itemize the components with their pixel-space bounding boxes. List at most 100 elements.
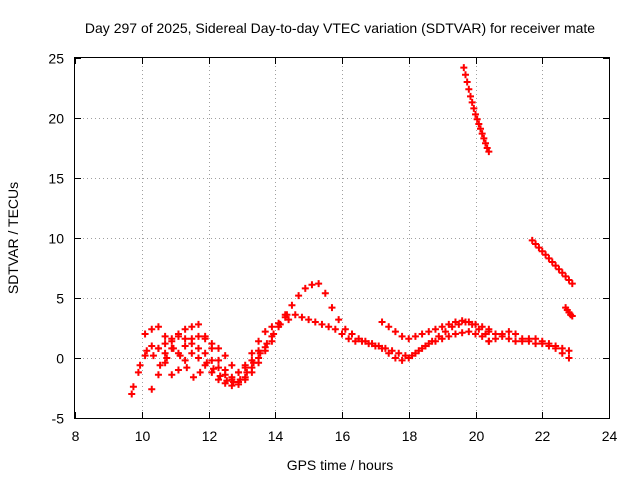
data-point bbox=[248, 349, 256, 357]
data-point bbox=[148, 385, 156, 393]
data-point bbox=[558, 269, 566, 277]
data-point bbox=[129, 383, 137, 391]
chart-title: Day 297 of 2025, Sidereal Day-to-day VTE… bbox=[85, 20, 595, 36]
data-point bbox=[216, 372, 224, 380]
data-point bbox=[411, 332, 419, 340]
data-point bbox=[248, 356, 256, 364]
x-tick-label: 18 bbox=[402, 428, 418, 444]
data-point bbox=[215, 376, 223, 384]
data-point bbox=[535, 244, 543, 252]
data-point bbox=[311, 318, 319, 326]
data-point bbox=[156, 361, 164, 369]
grid-lines bbox=[75, 58, 609, 418]
data-point bbox=[505, 335, 513, 343]
data-point bbox=[181, 325, 189, 333]
data-point bbox=[318, 320, 326, 328]
data-point bbox=[385, 349, 393, 357]
data-point bbox=[505, 328, 513, 336]
data-point bbox=[221, 371, 229, 379]
data-point bbox=[545, 254, 553, 262]
y-tick-label: 5 bbox=[56, 291, 64, 307]
data-point bbox=[268, 337, 276, 345]
data-point bbox=[223, 377, 231, 385]
data-point bbox=[568, 280, 576, 288]
data-point bbox=[194, 332, 202, 340]
data-point bbox=[248, 368, 256, 376]
data-point bbox=[431, 337, 439, 345]
data-point bbox=[275, 319, 283, 327]
data-point bbox=[331, 325, 339, 333]
data-point bbox=[228, 376, 236, 384]
data-point bbox=[174, 366, 182, 374]
data-point bbox=[480, 134, 488, 142]
data-point bbox=[466, 92, 474, 100]
data-point bbox=[512, 330, 520, 338]
data-point bbox=[528, 236, 536, 244]
data-point bbox=[483, 144, 491, 152]
data-point bbox=[188, 340, 196, 348]
data-point bbox=[478, 323, 486, 331]
data-point bbox=[261, 328, 269, 336]
data-point bbox=[208, 368, 216, 376]
data-point bbox=[154, 323, 162, 331]
data-point bbox=[565, 276, 573, 284]
data-point bbox=[168, 344, 176, 352]
data-point bbox=[281, 311, 289, 319]
data-point bbox=[555, 265, 563, 273]
data-point bbox=[143, 347, 151, 355]
data-point bbox=[463, 78, 471, 86]
data-point bbox=[168, 335, 176, 343]
data-point bbox=[498, 330, 506, 338]
data-point bbox=[208, 356, 216, 364]
x-axis-title: GPS time / hours bbox=[287, 457, 394, 473]
data-point bbox=[538, 247, 546, 255]
data-point bbox=[161, 340, 169, 348]
data-point bbox=[241, 376, 249, 384]
data-point bbox=[558, 349, 566, 357]
data-point bbox=[425, 340, 433, 348]
data-point bbox=[562, 272, 570, 280]
data-point bbox=[458, 317, 466, 325]
data-point bbox=[141, 330, 149, 338]
data-point bbox=[470, 104, 478, 112]
data-point bbox=[545, 342, 553, 350]
data-point bbox=[461, 71, 469, 79]
data-point bbox=[255, 337, 263, 345]
data-point bbox=[371, 342, 379, 350]
data-point bbox=[391, 328, 399, 336]
data-point bbox=[203, 359, 211, 367]
data-point bbox=[398, 356, 406, 364]
series-track-k bbox=[460, 64, 493, 156]
data-point bbox=[201, 349, 209, 357]
data-point bbox=[194, 320, 202, 328]
data-point bbox=[228, 361, 236, 369]
data-point bbox=[365, 340, 373, 348]
data-point bbox=[405, 354, 413, 362]
data-point bbox=[285, 316, 293, 324]
data-point bbox=[418, 330, 426, 338]
data-point bbox=[532, 340, 540, 348]
x-tick-label: 12 bbox=[202, 428, 218, 444]
data-point bbox=[341, 325, 349, 333]
data-point bbox=[291, 311, 299, 319]
data-point bbox=[261, 347, 269, 355]
data-point bbox=[268, 323, 276, 331]
y-tick-label: 0 bbox=[56, 351, 64, 367]
data-point bbox=[405, 335, 413, 343]
data-point bbox=[181, 342, 189, 350]
data-point bbox=[210, 365, 218, 373]
x-tick-label: 14 bbox=[268, 428, 284, 444]
data-point bbox=[473, 115, 481, 123]
data-point bbox=[215, 364, 223, 372]
data-point bbox=[385, 323, 393, 331]
series-track-c bbox=[148, 319, 283, 393]
y-tick-label: 25 bbox=[48, 51, 64, 67]
data-point bbox=[468, 98, 476, 106]
x-tick-label: 8 bbox=[72, 428, 80, 444]
data-point bbox=[438, 323, 446, 331]
data-point bbox=[201, 335, 209, 343]
data-point bbox=[358, 337, 366, 345]
data-point bbox=[315, 280, 323, 288]
data-point bbox=[215, 356, 223, 364]
data-point bbox=[295, 292, 303, 300]
